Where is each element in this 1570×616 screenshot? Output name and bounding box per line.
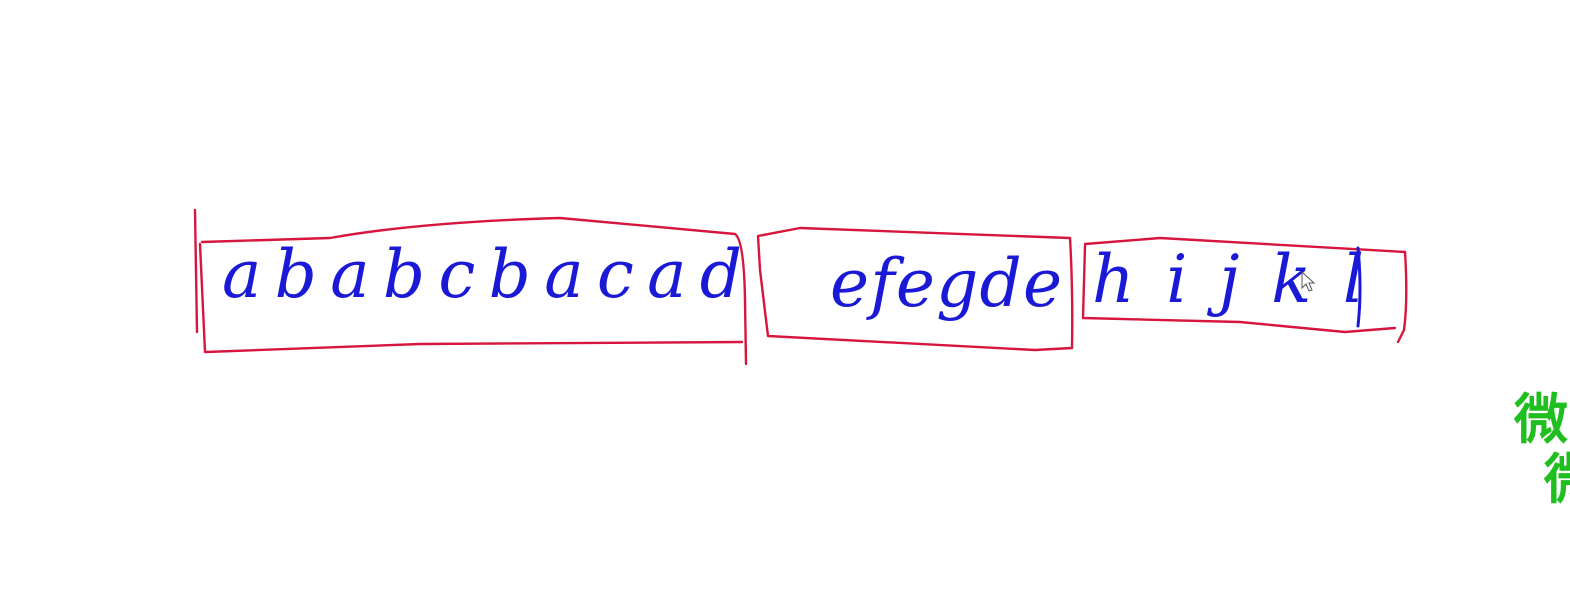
partition-box-3 xyxy=(1081,236,1408,344)
watermark-line-1: 微 xyxy=(1514,388,1568,451)
group-text-3: hijkl xyxy=(1092,241,1364,318)
partition-box-2 xyxy=(756,226,1074,352)
watermark-line-2: 微 xyxy=(1544,448,1570,510)
group-text-1: ababcbacad xyxy=(222,236,742,313)
partition-box-1 xyxy=(193,208,748,366)
watermark: 微 微 xyxy=(1514,388,1570,518)
handwritten-stroke xyxy=(1356,246,1362,328)
group-text-2: efegde xyxy=(830,245,1062,322)
mouse-pointer-icon xyxy=(1301,270,1316,292)
